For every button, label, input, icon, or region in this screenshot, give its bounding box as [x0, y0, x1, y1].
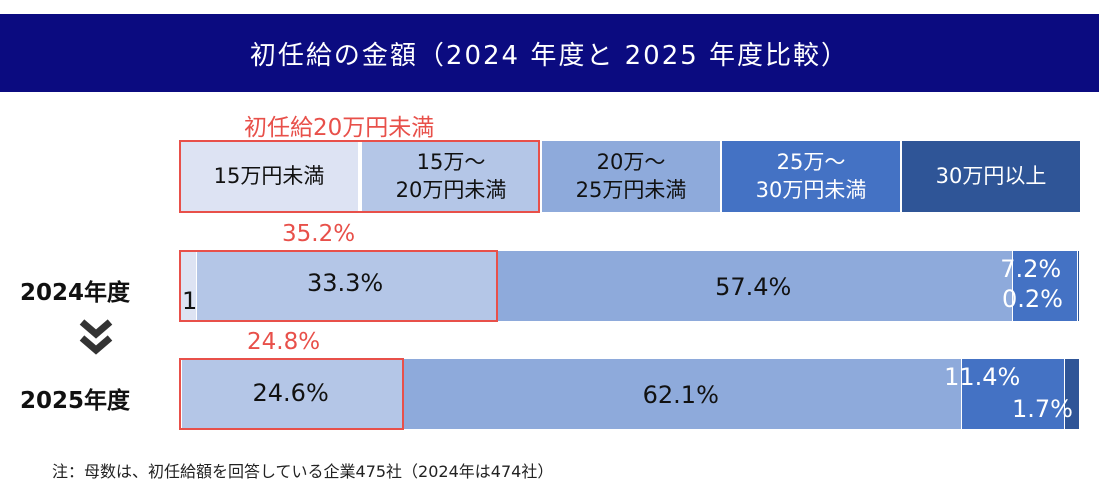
highlight-label: 初任給20万円未満: [244, 115, 435, 141]
chart-title: 初任給の金額（2024 年度と 2025 年度比較）: [0, 14, 1099, 92]
bar-segment: [181, 359, 404, 429]
bar-segment: [1013, 251, 1079, 321]
footnote: 注：母数は、初任給額を回答している企業475社（2024年は474社）: [52, 462, 554, 481]
legend-item: 20万～ 25万円未満: [542, 141, 720, 212]
value-label: 57.4%: [715, 273, 792, 301]
legend-item: 15万円未満: [180, 141, 358, 212]
bar-segment: [403, 359, 963, 429]
bar-row: 0.2%24.6%62.1%11.4%1.7%: [180, 359, 1080, 429]
bar-segment: [197, 251, 497, 321]
value-label: 0.2%: [1002, 285, 1063, 313]
chevron-down-icon: [79, 319, 113, 355]
under20-total-label: 35.2%: [282, 221, 356, 247]
bar-row: 1.9%33.3%57.4%7.2%0.2%: [180, 251, 1080, 321]
value-label: 33.3%: [306, 269, 384, 297]
bar-segment: [180, 251, 198, 321]
value-label: 62.1%: [642, 381, 719, 409]
value-label: 1.7%: [1012, 395, 1073, 423]
row-label: 2024年度: [20, 280, 131, 306]
legend-item: 15万～ 20万円未満: [362, 141, 540, 212]
highlight-box-legend: [179, 140, 540, 213]
highlight-box: [179, 250, 498, 322]
legend-item: 30万円以上: [902, 141, 1080, 212]
value-label: 11.4%: [944, 363, 1021, 391]
under20-total-label: 24.8%: [247, 329, 321, 355]
bar-segment: [1064, 359, 1080, 429]
value-label: 7.2%: [1000, 255, 1062, 283]
value-label: 24.6%: [252, 379, 329, 407]
legend-item: 25万～ 30万円未満: [722, 141, 900, 212]
highlight-box: [179, 358, 405, 430]
bar-segment: [496, 251, 1014, 321]
row-label: 2025年度: [20, 388, 131, 414]
bar-segment: [962, 359, 1065, 429]
bar-segment: [1078, 251, 1080, 321]
